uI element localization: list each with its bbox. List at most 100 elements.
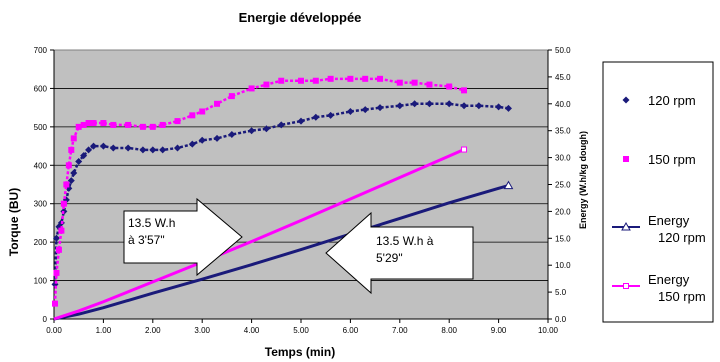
data-point bbox=[327, 75, 334, 82]
data-point bbox=[228, 131, 236, 139]
data-point bbox=[377, 75, 384, 82]
data-point bbox=[362, 75, 369, 82]
annotation-text: 13.5 W.h bbox=[128, 216, 175, 230]
callout-arrow-shape bbox=[325, 211, 474, 295]
callout-arrow-shape bbox=[123, 197, 243, 277]
plot-background bbox=[53, 49, 549, 320]
legend-box bbox=[602, 61, 714, 323]
chart-title: Energie développée bbox=[239, 10, 362, 25]
data-point bbox=[63, 181, 70, 188]
x-tick-label: 7.00 bbox=[392, 326, 408, 335]
data-point bbox=[174, 118, 181, 125]
data-point bbox=[411, 79, 418, 86]
legend-label: Energy bbox=[648, 213, 690, 228]
data-point bbox=[99, 142, 107, 150]
data-point bbox=[461, 146, 468, 153]
x-tick-label: 5.00 bbox=[293, 326, 309, 335]
data-point bbox=[361, 106, 369, 114]
legend-label: 120 rpm bbox=[658, 230, 706, 245]
data-point bbox=[213, 134, 221, 142]
y-tick-label: 0 bbox=[43, 315, 48, 324]
y2-tick-label: 20.0 bbox=[555, 207, 571, 216]
data-point bbox=[55, 246, 62, 253]
annotation-text: 13.5 W.h à bbox=[376, 234, 434, 248]
y2-tick-label: 30.0 bbox=[555, 154, 571, 163]
data-point bbox=[51, 300, 58, 307]
series-4 bbox=[53, 146, 468, 321]
data-point bbox=[149, 146, 157, 154]
y-tick-label: 400 bbox=[34, 161, 48, 170]
legend: 120 rpm 150 rpm Energy 120 rpm Energy 150 rpm bbox=[602, 61, 714, 323]
series-line bbox=[53, 148, 465, 321]
data-point bbox=[312, 77, 319, 84]
data-point bbox=[327, 111, 335, 119]
data-point bbox=[347, 75, 354, 82]
y2-tick-label: 25.0 bbox=[555, 181, 571, 190]
y-tick-label: 500 bbox=[34, 123, 48, 132]
data-point bbox=[346, 107, 354, 115]
annotation-text: 5'29" bbox=[376, 251, 403, 265]
plot-area bbox=[53, 49, 549, 320]
x-tick-label: 9.00 bbox=[491, 326, 507, 335]
data-point bbox=[445, 100, 453, 108]
data-point bbox=[396, 79, 403, 86]
data-point bbox=[80, 152, 88, 160]
legend-marker bbox=[622, 96, 630, 104]
data-point bbox=[504, 104, 512, 112]
data-point bbox=[149, 123, 156, 130]
data-point bbox=[109, 144, 117, 152]
legend-entry: Energy 150 rpm bbox=[612, 272, 706, 304]
y2-axis-ticks: 0.0 5.0 10.0 15.0 20.0 25.0 30.0 35.0 40.0 45.0 50… bbox=[548, 46, 571, 324]
y-tick-label: 700 bbox=[34, 46, 48, 55]
data-point bbox=[90, 120, 97, 127]
x-tick-label: 1.00 bbox=[96, 326, 112, 335]
annotations: 13.5 W.h à 3'57" 13.5 W.h à 5'29" bbox=[123, 197, 474, 295]
annotation-left-arrow: 13.5 W.h à 5'29" bbox=[325, 211, 474, 295]
x-tick-label: 8.00 bbox=[441, 326, 457, 335]
data-point bbox=[425, 100, 433, 108]
series-1 bbox=[51, 100, 512, 288]
y2-tick-label: 0.0 bbox=[555, 315, 567, 324]
data-point bbox=[68, 146, 75, 153]
data-point bbox=[174, 144, 181, 152]
data-point bbox=[396, 102, 404, 110]
legend-marker bbox=[621, 221, 631, 231]
series-3 bbox=[53, 180, 514, 321]
x-tick-label: 6.00 bbox=[343, 326, 359, 335]
y-tick-label: 300 bbox=[34, 200, 48, 209]
y2-tick-label: 5.0 bbox=[555, 288, 567, 297]
legend-marker bbox=[623, 156, 629, 162]
data-point bbox=[60, 200, 67, 207]
x-tick-label: 4.00 bbox=[244, 326, 260, 335]
y2-tick-label: 40.0 bbox=[555, 100, 571, 109]
y-axis-ticks: 0 100 200 300 400 500 600 700 bbox=[34, 46, 54, 324]
data-point bbox=[85, 120, 92, 127]
data-point bbox=[298, 77, 304, 84]
data-point bbox=[159, 121, 166, 128]
y2-tick-label: 15.0 bbox=[555, 234, 571, 243]
x-tick-label: 10.00 bbox=[538, 326, 559, 335]
data-point bbox=[100, 120, 107, 127]
data-point bbox=[139, 123, 146, 130]
data-point bbox=[297, 117, 305, 125]
data-point bbox=[228, 93, 235, 100]
y2-tick-label: 50.0 bbox=[555, 46, 571, 55]
data-point bbox=[75, 157, 83, 165]
data-point bbox=[503, 180, 514, 190]
y2-axis-title: Energy (W.h/kg dough) bbox=[578, 131, 588, 229]
data-point bbox=[90, 142, 98, 150]
data-point bbox=[460, 102, 468, 110]
legend-label: 150 rpm bbox=[648, 152, 696, 167]
y-tick-label: 100 bbox=[34, 277, 48, 286]
legend-entry: Energy 120 rpm bbox=[612, 213, 706, 245]
data-point bbox=[75, 123, 82, 130]
data-point bbox=[125, 121, 132, 128]
x-axis-ticks: 0.00 1.00 2.00 3.00 4.00 5.00 6.00 7.00 8.00 9.00… bbox=[46, 319, 559, 335]
data-point bbox=[214, 100, 221, 107]
data-point bbox=[277, 121, 285, 129]
data-point bbox=[52, 234, 60, 242]
data-point bbox=[278, 77, 285, 84]
data-point bbox=[70, 169, 78, 177]
x-tick-label: 2.00 bbox=[145, 326, 161, 335]
